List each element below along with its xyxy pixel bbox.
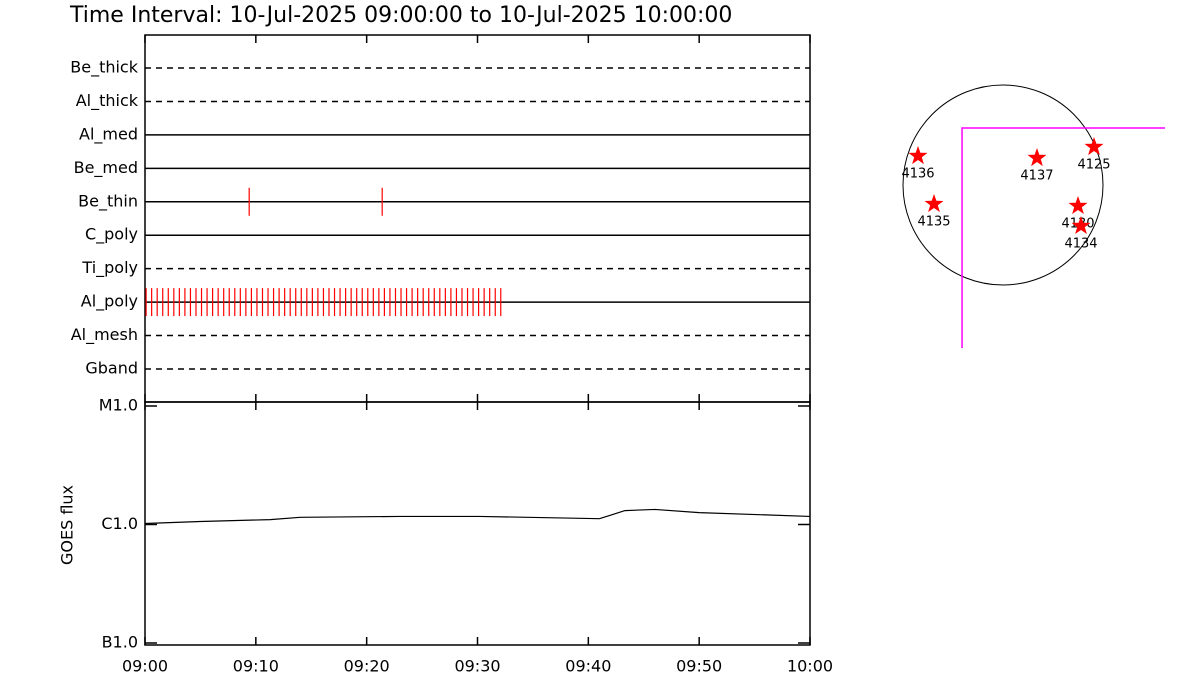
region-label: 4136 — [901, 167, 934, 182]
y-tick-label: M1.0 — [99, 396, 138, 415]
filter-label: Be_thick — [70, 58, 138, 78]
goes-frame — [144, 401, 811, 646]
region-label: 4137 — [1020, 169, 1053, 184]
filter-label: Be_med — [74, 158, 138, 178]
timeline-frame — [144, 34, 811, 403]
x-tick-label: 09:40 — [565, 657, 611, 676]
filter-label: Al_mesh — [71, 325, 138, 345]
region-label: 4134 — [1064, 236, 1097, 251]
region-star — [908, 146, 928, 165]
region-star — [924, 194, 944, 213]
solar-disk — [902, 84, 1104, 286]
region-star — [1027, 148, 1047, 167]
y-tick-label: C1.0 — [101, 514, 138, 533]
x-tick-label: 09:10 — [233, 657, 279, 676]
y-axis-label: GOES flux — [58, 485, 77, 565]
region-star — [1071, 216, 1091, 234]
goes-curve — [144, 508, 811, 525]
region-label: 4135 — [917, 215, 950, 230]
fov — [961, 127, 1166, 348]
x-tick-label: 09:30 — [454, 657, 500, 676]
chart-title: Time Interval: 10-Jul-2025 09:00:00 to 1… — [69, 3, 732, 28]
region-label: 4125 — [1077, 158, 1110, 173]
y-tick-label: B1.0 — [102, 633, 138, 652]
filter-label: Al_poly — [81, 292, 138, 312]
x-tick-label: 09:50 — [676, 657, 722, 676]
x-tick-label: 10:00 — [787, 657, 833, 676]
x-tick-label: 09:20 — [344, 657, 390, 676]
region-star — [1068, 196, 1088, 214]
filter-label: Ti_poly — [81, 258, 138, 278]
x-tick-label: 09:00 — [122, 657, 168, 676]
region-star — [1084, 137, 1104, 156]
filter-label: Be_thin — [78, 191, 138, 211]
filter-label: Al_med — [79, 124, 138, 144]
filter-label: Gband — [85, 359, 138, 378]
filter-label: C_poly — [85, 225, 138, 245]
filter-label: Al_thick — [76, 91, 139, 111]
